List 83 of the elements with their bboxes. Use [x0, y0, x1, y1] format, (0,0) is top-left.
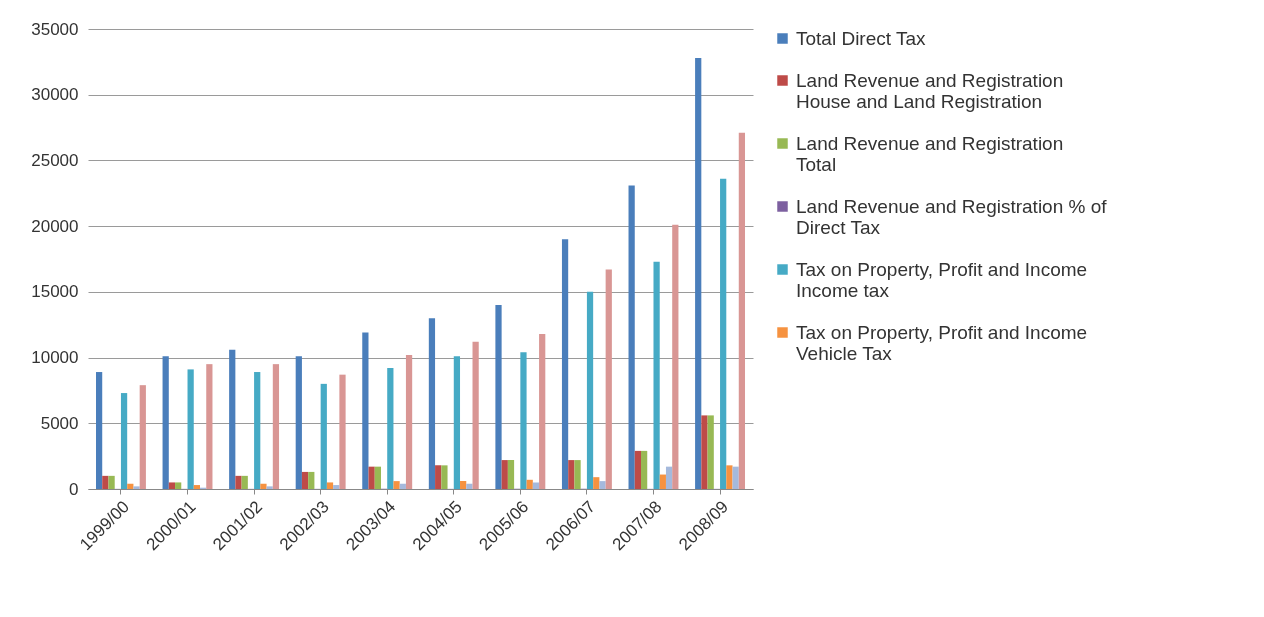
bar: [628, 185, 635, 489]
bar: [599, 481, 606, 489]
bar: [472, 341, 479, 489]
bar: [339, 374, 346, 489]
bar: [127, 483, 134, 489]
legend-label: Land Revenue and Registration Total: [796, 132, 1064, 175]
bar: [193, 485, 200, 489]
bar: [495, 305, 502, 489]
legend-label: Total Direct Tax: [796, 27, 927, 49]
bar: [187, 369, 194, 489]
y-tick-label: 35000: [31, 19, 79, 39]
bar: [162, 356, 169, 489]
bar: [707, 415, 714, 489]
bar: [95, 372, 103, 489]
bar: [720, 178, 727, 489]
bar: [301, 471, 309, 489]
bar: [532, 482, 540, 489]
bar: [634, 450, 641, 489]
bar: [254, 372, 261, 489]
bar: [672, 224, 679, 489]
bar: [393, 481, 400, 489]
bar: [732, 466, 739, 489]
y-tick-label: 15000: [31, 282, 79, 302]
bar: [308, 471, 315, 489]
bar: [272, 364, 280, 489]
bar: [374, 466, 381, 489]
bar: [295, 356, 302, 489]
legend-label: Land Revenue and Registration % of Direct Tax: [796, 195, 1108, 238]
bar: [453, 356, 461, 489]
bar: [526, 479, 533, 489]
bar: [539, 333, 546, 489]
bar: [501, 460, 508, 489]
bar: [665, 466, 673, 489]
y-tick-label: 0: [69, 479, 79, 499]
bar: [561, 239, 569, 489]
bar: [362, 332, 369, 489]
bar: [102, 475, 109, 489]
bar: [641, 450, 648, 489]
bar: [574, 460, 581, 489]
bar: [659, 474, 666, 489]
legend-label: Tax on Property, Profit and Income Income tax: [796, 258, 1088, 301]
bar: [428, 318, 436, 489]
bar: [266, 486, 273, 489]
bar: [460, 481, 467, 489]
bar: [333, 485, 340, 489]
bar: [405, 354, 413, 489]
bar: [593, 477, 600, 489]
bar: [326, 482, 334, 489]
bar: [229, 349, 236, 489]
legend-label: Land Revenue and Registration House and Land Registration: [796, 69, 1064, 112]
bar: [605, 269, 612, 489]
y-tick-label: 5000: [40, 413, 79, 433]
bar: [235, 475, 242, 489]
bar: [320, 383, 327, 489]
bar: [368, 466, 375, 489]
bar: [586, 291, 594, 489]
bar: [701, 415, 708, 489]
bar: [260, 483, 267, 489]
y-tick-label: 25000: [31, 150, 79, 170]
bar: [441, 465, 448, 489]
bar: [568, 460, 575, 489]
legend-label: Tax on Property, Profit and Income Vehicle Tax: [796, 321, 1088, 364]
bar: [653, 261, 660, 489]
bar: [241, 475, 248, 489]
bar: [175, 482, 182, 489]
bar: [738, 132, 746, 489]
bar: [435, 465, 442, 489]
bar: [726, 465, 733, 489]
bar: [695, 57, 702, 489]
y-tick-label: 10000: [31, 348, 79, 368]
y-tick-label: 20000: [31, 216, 79, 236]
bar: [120, 393, 128, 489]
y-tick-label: 30000: [31, 85, 79, 105]
bar: [387, 368, 394, 489]
bar: [399, 483, 406, 489]
bar: [520, 352, 527, 489]
bar: [466, 483, 473, 489]
bar: [206, 364, 213, 489]
bar: [139, 385, 146, 489]
bar: [168, 482, 176, 489]
bar: [507, 460, 515, 489]
bar: [108, 475, 115, 489]
bar: [133, 486, 140, 489]
